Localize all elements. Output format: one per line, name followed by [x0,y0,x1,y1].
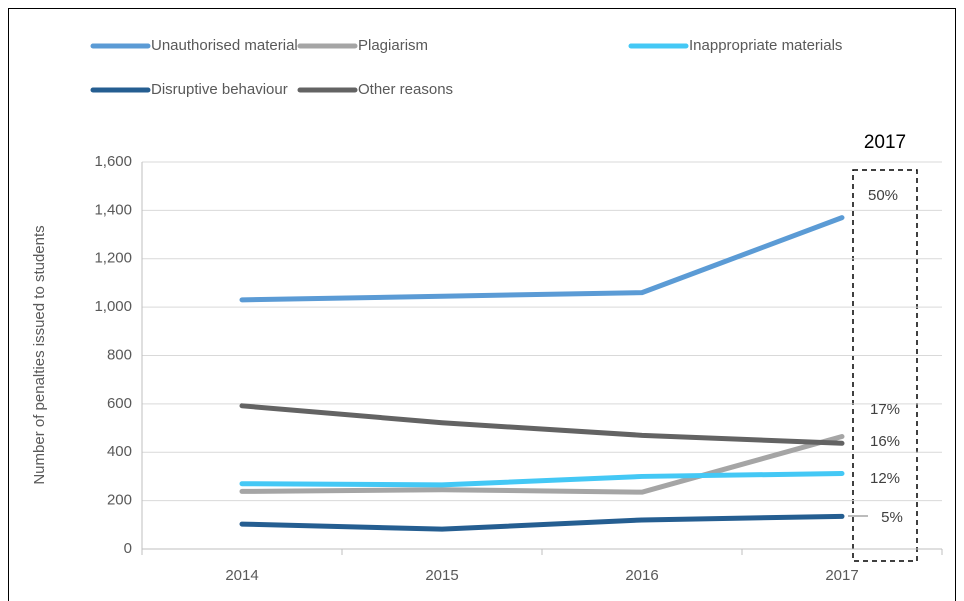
y-tick-label: 400 [107,443,132,460]
annotation: 12% [870,470,900,487]
legend-label: Inappropriate materials [689,37,842,54]
y-tick-label: 1,000 [94,298,132,315]
series-line [239,434,845,495]
annotation: 5% [881,509,903,526]
series-line [239,513,845,532]
annotation: 50% [868,187,898,204]
chart-border [8,8,956,601]
y-tick-label: 0 [124,540,132,557]
annotation: 17% [870,401,900,418]
y-axis-label: Number of penalties issued to students [31,225,48,484]
legend-label: Plagiarism [358,37,428,54]
y-tick-label: 800 [107,346,132,363]
x-tick-label: 2014 [225,567,258,584]
y-tick-label: 200 [107,492,132,509]
y-tick-label: 1,400 [94,201,132,218]
series-line [239,215,845,303]
legend-label: Other reasons [358,81,453,98]
legend-label: Unauthorised material [151,37,298,54]
annotation: 16% [870,433,900,450]
annotation: 2017 [864,132,906,153]
highlight-box [852,169,918,562]
y-tick-label: 1,600 [94,153,132,170]
y-tick-label: 600 [107,395,132,412]
legend-label: Disruptive behaviour [151,81,288,98]
x-tick-label: 2017 [825,567,858,584]
series-line [239,403,845,446]
series-line [239,471,845,488]
x-tick-label: 2015 [425,567,458,584]
x-tick-label: 2016 [625,567,658,584]
y-tick-label: 1,200 [94,250,132,267]
